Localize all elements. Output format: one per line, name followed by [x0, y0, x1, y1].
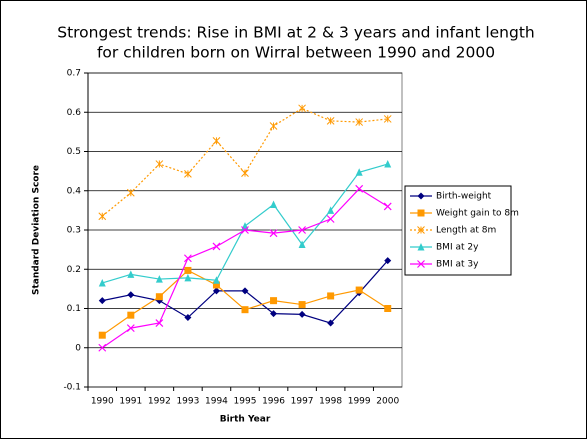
data-point [270, 297, 278, 305]
x-tick-label: 1990 [91, 397, 114, 407]
data-point [126, 324, 135, 333]
legend-marker [417, 226, 425, 234]
data-point [98, 278, 106, 287]
y-tick-label: 0.7 [67, 69, 81, 79]
data-point [269, 122, 278, 130]
data-point [241, 226, 249, 234]
x-tick-label: 1996 [262, 397, 285, 407]
data-point [127, 270, 135, 278]
legend-marker [417, 243, 425, 251]
legend-label: Weight gain to 8m [436, 209, 519, 219]
data-point [155, 293, 163, 301]
y-axis-label: Standard Deviation Score [32, 165, 42, 295]
data-point [212, 281, 220, 289]
data-point [298, 301, 306, 309]
data-point [383, 202, 392, 211]
data-point [270, 200, 278, 208]
legend-label: Birth-weight [436, 192, 492, 202]
data-point [298, 240, 306, 249]
data-point [298, 104, 306, 113]
data-point [355, 184, 364, 193]
legend-label: BMI at 2y [436, 243, 479, 253]
data-point [326, 117, 335, 125]
data-point [127, 311, 135, 319]
legend-label: Length at 8m [436, 226, 496, 236]
data-point [298, 310, 306, 318]
y-tick-label: 0.5 [67, 147, 81, 157]
x-tick-label: 1992 [148, 397, 171, 407]
legend-label: BMI at 3y [436, 260, 479, 270]
data-point [327, 206, 335, 214]
data-point [184, 266, 192, 274]
x-tick-label: 1993 [176, 397, 199, 407]
data-point [384, 305, 392, 312]
data-point [212, 287, 220, 295]
data-point [384, 160, 392, 168]
data-point [155, 275, 163, 283]
data-point [126, 188, 135, 197]
y-tick-label: 0.6 [67, 108, 82, 118]
chart-title: for children born on Wirral between 1990… [97, 44, 495, 62]
y-tick-label: 0.3 [67, 226, 81, 236]
y-tick-label: -0.1 [63, 383, 81, 393]
x-tick-label: 2000 [376, 397, 399, 407]
legend-marker [417, 192, 425, 200]
data-point [355, 168, 363, 176]
data-point [241, 306, 249, 314]
x-tick-label: 1997 [291, 397, 314, 407]
x-tick-label: 1998 [319, 397, 342, 407]
x-tick-label: 1999 [348, 397, 371, 407]
data-point [183, 254, 192, 263]
data-point [98, 331, 106, 339]
y-tick-label: 0.2 [67, 265, 81, 275]
data-point [241, 169, 249, 177]
x-axis-label: Birth Year [220, 415, 271, 425]
data-point [326, 215, 335, 223]
data-point [327, 292, 335, 300]
data-point [98, 343, 107, 352]
data-point [355, 118, 364, 126]
data-point [327, 319, 335, 327]
y-tick-label: 0 [75, 343, 81, 353]
data-point [184, 314, 192, 322]
data-point [298, 226, 307, 234]
data-point [155, 160, 164, 168]
x-tick-label: 1991 [119, 397, 142, 407]
data-point [212, 137, 221, 145]
data-point [270, 310, 278, 318]
data-point [212, 242, 221, 251]
legend-marker [417, 260, 425, 268]
data-point [383, 115, 392, 123]
data-point [127, 291, 135, 299]
data-point [241, 287, 249, 295]
data-point [184, 170, 192, 178]
data-point [184, 273, 192, 282]
data-point [98, 297, 106, 305]
data-point [269, 229, 278, 238]
y-tick-label: 0.4 [67, 186, 82, 196]
legend-marker [417, 209, 425, 217]
data-point [155, 319, 164, 327]
chart-title: Strongest trends: Rise in BMI at 2 & 3 y… [57, 24, 535, 42]
data-point [212, 276, 220, 284]
y-tick-label: 0.1 [67, 304, 81, 314]
x-tick-label: 1995 [234, 397, 257, 407]
data-point [98, 212, 107, 221]
data-point [355, 286, 363, 294]
x-tick-label: 1994 [205, 397, 228, 407]
data-point [384, 257, 392, 265]
